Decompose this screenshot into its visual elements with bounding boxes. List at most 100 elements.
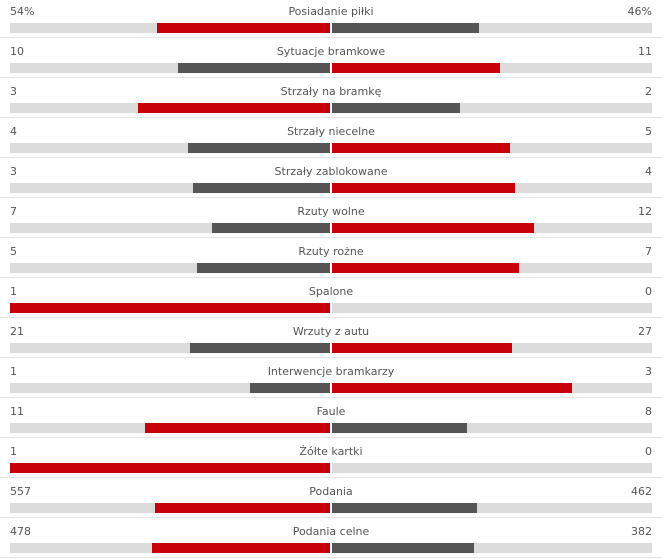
home-bar-fill — [157, 23, 330, 33]
stat-label: Strzały na bramkę — [280, 85, 382, 98]
home-bar-track — [10, 303, 330, 313]
away-bar-track — [332, 223, 652, 233]
stat-label: Posiadanie piłki — [288, 5, 374, 18]
away-bar-track — [332, 103, 652, 113]
home-stat-value: 54% — [10, 5, 35, 18]
home-stat-value: 4 — [10, 125, 17, 138]
away-bar-track — [332, 143, 652, 153]
away-bar-track — [332, 423, 652, 433]
away-bar-fill — [332, 543, 474, 553]
stat-label: Strzały zablokowane — [274, 165, 388, 178]
stat-row: 1 Żółte kartki 0 — [0, 438, 662, 478]
away-bar-track — [332, 383, 652, 393]
home-bar-fill — [152, 543, 330, 553]
home-stat-value: 7 — [10, 205, 17, 218]
away-bar-fill — [332, 103, 460, 113]
away-stat-value: 382 — [631, 525, 652, 538]
home-bar-fill — [145, 423, 330, 433]
away-bar-fill — [332, 263, 519, 273]
home-bar-fill — [197, 263, 330, 273]
away-bar-track — [332, 343, 652, 353]
away-bar-track — [332, 63, 652, 73]
stat-row: 1 Interwencje bramkarzy 3 — [0, 358, 662, 398]
stat-label: Podania — [309, 485, 353, 498]
home-bar-track — [10, 423, 330, 433]
away-bar-fill — [332, 343, 512, 353]
away-bar-fill — [332, 503, 477, 513]
stat-label: Interwencje bramkarzy — [267, 365, 395, 378]
stat-row: 478 Podania celne 382 — [0, 518, 662, 558]
away-stat-value: 46% — [627, 5, 652, 18]
home-stat-value: 1 — [10, 445, 17, 458]
stat-label: Rzuty rożne — [298, 245, 364, 258]
away-stat-value: 11 — [638, 45, 652, 58]
stat-row: 4 Strzały niecelne 5 — [0, 118, 662, 158]
stat-label: Sytuacje bramkowe — [276, 45, 386, 58]
away-stat-value: 8 — [645, 405, 652, 418]
away-stat-value: 0 — [645, 285, 652, 298]
stat-row: 557 Podania 462 — [0, 478, 662, 518]
home-bar-track — [10, 503, 330, 513]
home-bar-fill — [10, 463, 330, 473]
away-stat-value: 12 — [638, 205, 652, 218]
home-bar-fill — [10, 303, 330, 313]
home-bar-track — [10, 263, 330, 273]
home-stat-value: 3 — [10, 165, 17, 178]
away-bar-track — [332, 303, 652, 313]
stat-label: Wrzuty z autu — [292, 325, 370, 338]
home-bar-track — [10, 543, 330, 553]
home-bar-fill — [138, 103, 330, 113]
home-stat-value: 3 — [10, 85, 17, 98]
away-stat-value: 0 — [645, 445, 652, 458]
stat-row: 54% Posiadanie piłki 46% — [0, 0, 662, 38]
home-bar-track — [10, 383, 330, 393]
home-bar-fill — [188, 143, 330, 153]
away-stat-value: 27 — [638, 325, 652, 338]
away-bar-fill — [332, 423, 467, 433]
away-bar-fill — [332, 63, 500, 73]
away-stat-value: 7 — [645, 245, 652, 258]
home-bar-track — [10, 183, 330, 193]
home-bar-track — [10, 63, 330, 73]
away-bar-track — [332, 23, 652, 33]
home-bar-track — [10, 143, 330, 153]
stat-label: Spalone — [308, 285, 354, 298]
away-bar-fill — [332, 183, 515, 193]
home-stat-value: 478 — [10, 525, 31, 538]
home-bar-track — [10, 463, 330, 473]
away-stat-value: 4 — [645, 165, 652, 178]
home-bar-fill — [190, 343, 330, 353]
stat-row: 3 Strzały na bramkę 2 — [0, 78, 662, 118]
home-bar-track — [10, 103, 330, 113]
away-bar-fill — [332, 143, 510, 153]
away-bar-track — [332, 463, 652, 473]
away-bar-fill — [332, 383, 572, 393]
away-stat-value: 5 — [645, 125, 652, 138]
home-bar-track — [10, 343, 330, 353]
home-stat-value: 21 — [10, 325, 24, 338]
stat-label: Żółte kartki — [299, 445, 363, 458]
home-stat-value: 11 — [10, 405, 24, 418]
away-bar-track — [332, 263, 652, 273]
home-bar-fill — [178, 63, 330, 73]
away-bar-track — [332, 183, 652, 193]
away-bar-track — [332, 503, 652, 513]
home-stat-value: 1 — [10, 285, 17, 298]
stat-row: 3 Strzały zablokowane 4 — [0, 158, 662, 198]
away-stat-value: 462 — [631, 485, 652, 498]
stat-row: 21 Wrzuty z autu 27 — [0, 318, 662, 358]
stat-label: Rzuty wolne — [297, 205, 365, 218]
away-stat-value: 3 — [645, 365, 652, 378]
home-stat-value: 557 — [10, 485, 31, 498]
away-bar-fill — [332, 223, 534, 233]
away-bar-fill — [332, 23, 479, 33]
home-bar-fill — [155, 503, 330, 513]
home-bar-fill — [193, 183, 330, 193]
stat-label: Strzały niecelne — [287, 125, 375, 138]
home-bar-track — [10, 23, 330, 33]
stat-row: 5 Rzuty rożne 7 — [0, 238, 662, 278]
stat-row: 11 Faule 8 — [0, 398, 662, 438]
stat-label: Faule — [316, 405, 346, 418]
home-bar-fill — [212, 223, 330, 233]
